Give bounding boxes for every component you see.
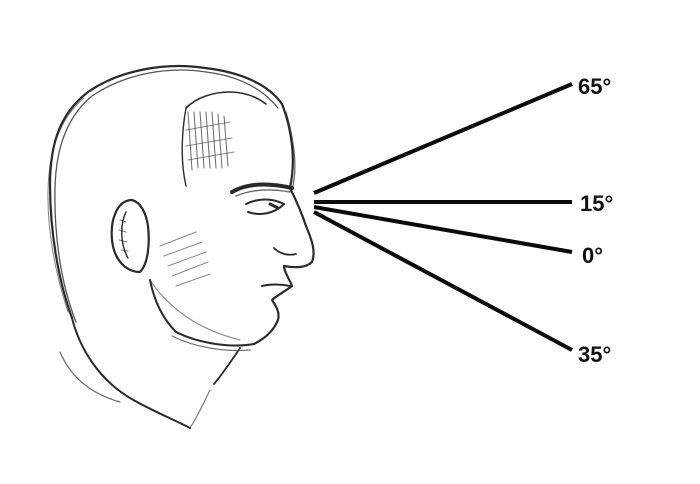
ear	[110, 198, 150, 274]
angle-label-0: 0°	[582, 243, 603, 268]
angle-label-15: 15°	[580, 191, 613, 216]
ray-65	[313, 82, 573, 195]
ray-0	[313, 205, 573, 254]
cranium-outline	[47, 65, 284, 323]
neck-back	[59, 317, 211, 429]
angle-label-35: 35°	[578, 342, 611, 367]
angle-labels: 65° 15° 0° 35°	[578, 74, 613, 367]
angle-label-65: 65°	[578, 74, 611, 99]
hairline-shading	[181, 91, 267, 187]
angle-rays	[313, 82, 573, 352]
cheek-shading	[149, 231, 241, 341]
ray-35	[313, 210, 573, 352]
face-profile	[149, 102, 315, 385]
head-sketch	[47, 65, 315, 429]
